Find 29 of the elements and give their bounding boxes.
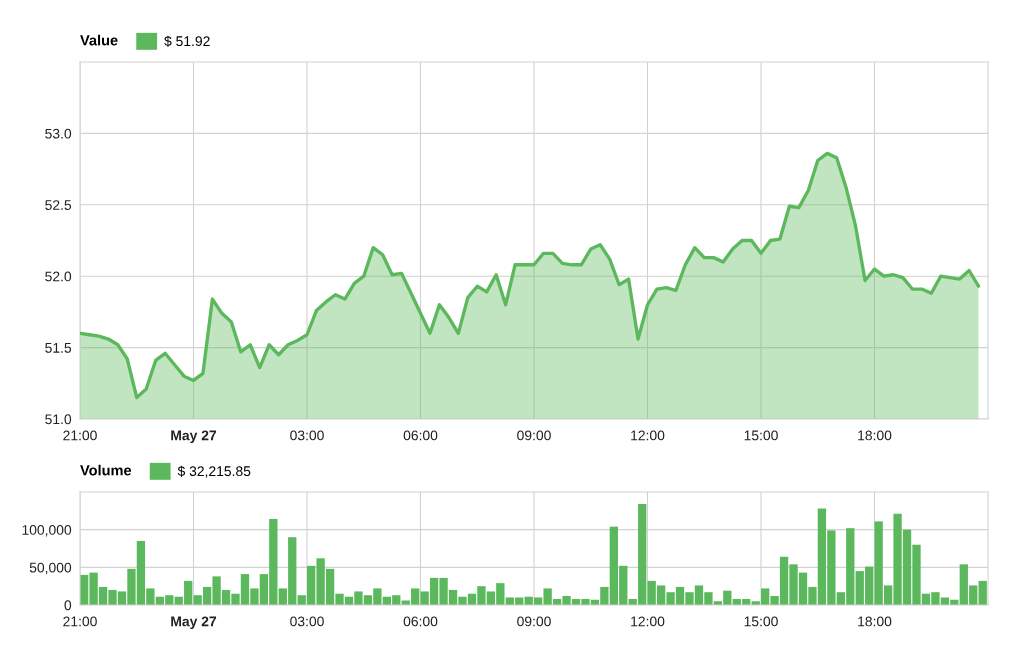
x-tick-label: 06:00 [403,430,438,441]
bar [978,580,987,605]
x-tick-label: 18:00 [858,430,892,441]
x-tick-label: 09:00 [517,430,551,441]
x-tick-label: 15:00 [744,616,778,627]
x-tick-label: 12:00 [631,616,665,627]
x-tick-label: 03:00 [290,616,324,627]
x-tick-label: May 27 [171,616,217,630]
y-tick-label: 53.0 [45,128,72,139]
x-tick-label: 03:00 [290,430,324,441]
legend-label: $ 32,215.85 [177,465,251,478]
x-tick-label: 06:00 [403,616,438,627]
x-tick-label: 15:00 [744,430,778,441]
x-tick-label: 12:00 [631,430,665,441]
y-tick-label: 51.0 [45,414,72,425]
y-tick-label: 50,000 [29,562,72,575]
x-tick-label: May 27 [171,430,217,444]
x-tick-label: 09:00 [517,616,551,627]
x-tick-label: 21:00 [63,430,97,441]
y-tick-label: 100,000 [22,525,72,537]
y-tick-label: 51.5 [45,343,72,353]
x-tick-label: 21:00 [63,616,97,627]
chart-title: Value [80,34,118,46]
legend-label: $ 51.92 [164,35,210,47]
y-tick-label: 52.5 [45,200,72,210]
x-tick-label: 18:00 [858,616,892,627]
y-tick-label: 0 [64,600,72,611]
chart-title: Volume [80,464,132,476]
y-tick-label: 52.0 [45,271,72,282]
